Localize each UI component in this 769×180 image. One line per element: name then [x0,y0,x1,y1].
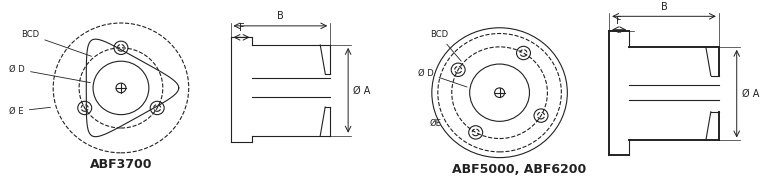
Text: ABF3700: ABF3700 [90,158,152,171]
Text: BCD: BCD [430,30,461,61]
Text: F: F [616,16,622,26]
Text: ABF5000, ABF6200: ABF5000, ABF6200 [452,163,587,175]
Text: F: F [238,24,245,33]
Text: Ø D: Ø D [418,69,467,87]
Text: Ø E: Ø E [9,107,51,116]
Text: Ø A: Ø A [353,85,371,95]
Text: Ø D: Ø D [9,65,90,83]
Text: B: B [661,3,667,12]
Text: ØE: ØE [430,119,441,128]
Text: B: B [277,11,284,21]
Text: BCD: BCD [22,30,92,56]
Text: Ø A: Ø A [742,89,759,99]
